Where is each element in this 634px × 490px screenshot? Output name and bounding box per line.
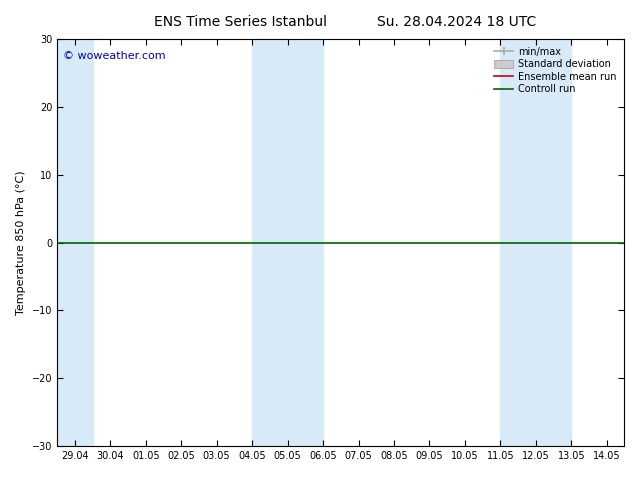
Bar: [57, 39, 93, 446]
Text: © woweather.com: © woweather.com: [63, 51, 165, 61]
Y-axis label: Temperature 850 hPa (°C): Temperature 850 hPa (°C): [16, 170, 26, 315]
Legend: min/max, Standard deviation, Ensemble mean run, Controll run: min/max, Standard deviation, Ensemble me…: [491, 44, 619, 97]
Text: ENS Time Series Istanbul: ENS Time Series Istanbul: [155, 15, 327, 29]
Text: Su. 28.04.2024 18 UTC: Su. 28.04.2024 18 UTC: [377, 15, 536, 29]
Bar: [252, 39, 323, 446]
Bar: [500, 39, 571, 446]
